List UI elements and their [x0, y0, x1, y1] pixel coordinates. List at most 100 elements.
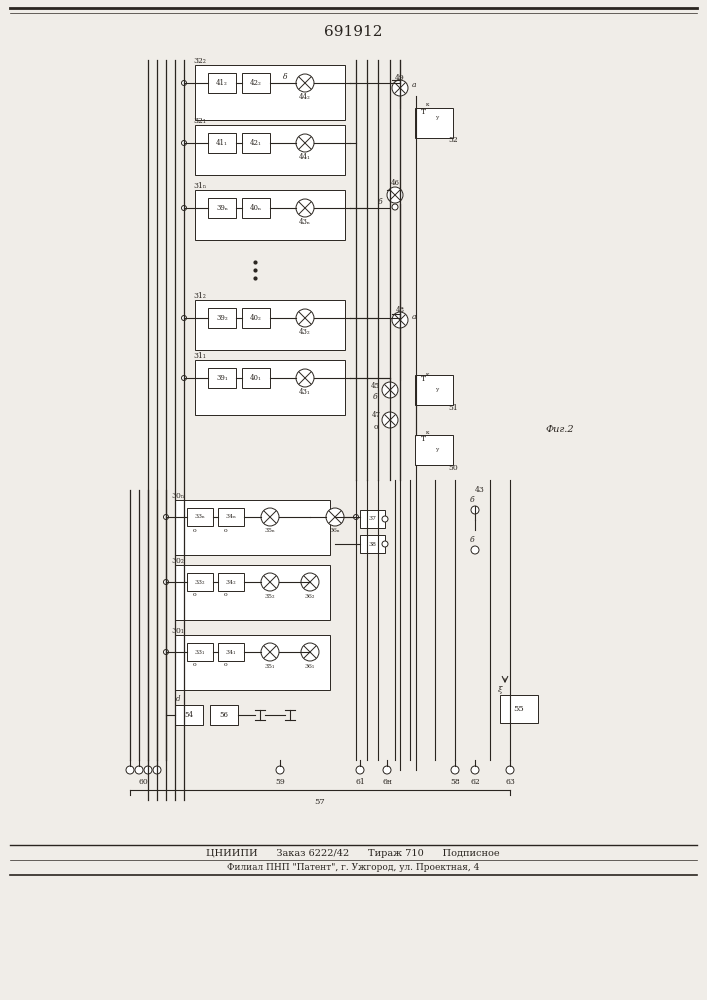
- Text: 51: 51: [448, 404, 458, 412]
- Bar: [360, 535, 385, 553]
- Text: 31₁: 31₁: [194, 352, 206, 360]
- Bar: [195, 300, 345, 350]
- Text: 31₂: 31₂: [194, 292, 206, 300]
- Bar: [195, 65, 345, 120]
- Circle shape: [182, 140, 187, 145]
- Text: Фиг.2: Фиг.2: [546, 426, 574, 434]
- Circle shape: [126, 766, 134, 774]
- Text: 30ₙ: 30ₙ: [171, 492, 185, 500]
- Bar: [218, 508, 244, 526]
- Bar: [415, 375, 453, 405]
- Circle shape: [392, 80, 408, 96]
- Text: 59: 59: [275, 778, 285, 786]
- Text: 46: 46: [390, 179, 399, 187]
- Text: у: у: [436, 115, 440, 120]
- Text: 43₁: 43₁: [299, 388, 311, 396]
- Bar: [187, 573, 213, 591]
- Bar: [175, 705, 203, 725]
- Text: T: T: [421, 375, 426, 383]
- Text: 40₁: 40₁: [250, 374, 262, 382]
- Bar: [218, 643, 244, 661]
- Text: 60: 60: [138, 778, 148, 786]
- Circle shape: [296, 74, 314, 92]
- Text: 35ₙ: 35ₙ: [264, 528, 275, 534]
- Text: 48: 48: [395, 306, 404, 314]
- Circle shape: [296, 134, 314, 152]
- Text: ξ: ξ: [498, 686, 502, 694]
- Text: 39ₙ: 39ₙ: [216, 204, 228, 212]
- Bar: [218, 573, 244, 591]
- Bar: [195, 125, 345, 175]
- Text: 34₂: 34₂: [226, 580, 236, 584]
- Circle shape: [261, 643, 279, 661]
- Text: о: о: [224, 662, 228, 668]
- Text: б: б: [373, 393, 378, 401]
- Text: 49: 49: [395, 74, 405, 82]
- Circle shape: [301, 573, 319, 591]
- Text: о: о: [193, 662, 197, 668]
- Circle shape: [296, 369, 314, 387]
- Text: о: о: [193, 528, 197, 532]
- Circle shape: [182, 375, 187, 380]
- Text: 34₁: 34₁: [226, 650, 236, 654]
- Text: б: б: [378, 198, 382, 206]
- Text: у: у: [436, 446, 440, 452]
- Circle shape: [276, 766, 284, 774]
- Circle shape: [392, 204, 398, 210]
- Text: 62: 62: [470, 778, 480, 786]
- Circle shape: [301, 643, 319, 661]
- Circle shape: [182, 206, 187, 211]
- Circle shape: [471, 766, 479, 774]
- Text: б: б: [469, 536, 474, 544]
- Bar: [500, 695, 538, 723]
- Circle shape: [451, 766, 459, 774]
- Text: 43ₙ: 43ₙ: [299, 218, 311, 226]
- Circle shape: [153, 766, 161, 774]
- Text: Филиал ПНП "Патент", г. Ужгород, ул. Проектная, 4: Филиал ПНП "Патент", г. Ужгород, ул. Про…: [227, 863, 479, 872]
- Bar: [208, 133, 236, 153]
- Text: 43: 43: [475, 486, 485, 494]
- Bar: [187, 508, 213, 526]
- Circle shape: [163, 514, 168, 520]
- Circle shape: [387, 187, 403, 203]
- Circle shape: [296, 199, 314, 217]
- Circle shape: [471, 546, 479, 554]
- Text: о: о: [224, 592, 228, 597]
- Circle shape: [163, 580, 168, 584]
- Bar: [242, 133, 270, 153]
- Text: 43₂: 43₂: [299, 328, 311, 336]
- Text: 50: 50: [448, 464, 458, 472]
- Circle shape: [383, 766, 391, 774]
- Circle shape: [506, 766, 514, 774]
- Text: 55: 55: [513, 705, 525, 713]
- Bar: [415, 108, 453, 138]
- Text: 44₁: 44₁: [299, 153, 311, 161]
- Circle shape: [392, 312, 408, 328]
- Text: а: а: [411, 81, 416, 89]
- Text: 56: 56: [219, 711, 228, 719]
- Circle shape: [261, 508, 279, 526]
- Text: 30₂: 30₂: [172, 557, 185, 565]
- Circle shape: [354, 514, 358, 520]
- Text: б: б: [469, 496, 474, 504]
- Text: 33₂: 33₂: [194, 580, 205, 584]
- Text: 41₂: 41₂: [216, 79, 228, 87]
- Bar: [195, 190, 345, 240]
- Circle shape: [182, 81, 187, 86]
- Circle shape: [382, 541, 388, 547]
- Text: у: у: [436, 386, 440, 391]
- Text: 54: 54: [185, 711, 194, 719]
- Text: 32₂: 32₂: [194, 57, 206, 65]
- Text: к: к: [426, 371, 430, 376]
- Bar: [360, 510, 385, 528]
- Text: 691912: 691912: [324, 25, 382, 39]
- Bar: [195, 360, 345, 415]
- Text: к: к: [426, 430, 430, 436]
- Bar: [210, 705, 238, 725]
- Circle shape: [382, 412, 398, 428]
- Text: 42₁: 42₁: [250, 139, 262, 147]
- Bar: [242, 198, 270, 218]
- Text: 30₁: 30₁: [172, 627, 185, 635]
- Circle shape: [471, 506, 479, 514]
- Text: 39₁: 39₁: [216, 374, 228, 382]
